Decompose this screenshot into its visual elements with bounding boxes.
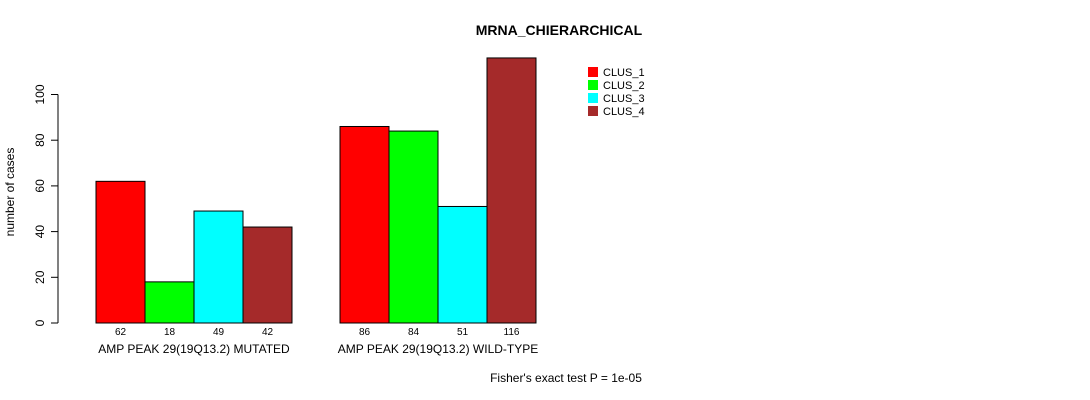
bar-clus-4-wild-type <box>486 57 537 324</box>
bar-clus-2-mutated <box>144 281 195 324</box>
count-label: 116 <box>504 327 520 338</box>
count-label: 62 <box>115 327 127 338</box>
y-tick-label: 60 <box>33 179 47 193</box>
legend-label: CLUS_3 <box>603 93 645 105</box>
category-label: AMP PEAK 29(19Q13.2) MUTATED <box>98 342 290 356</box>
bar-clus-1-mutated <box>95 180 146 324</box>
count-label: 18 <box>164 327 176 338</box>
bar-clus-3-wild-type <box>437 205 488 324</box>
y-tick-label: 0 <box>33 319 47 326</box>
legend-swatch <box>588 80 598 90</box>
legend-label: CLUS_4 <box>603 106 645 118</box>
count-label: 49 <box>213 327 225 338</box>
y-axis: 0 20 40 60 80 100 <box>33 84 59 326</box>
legend-label: CLUS_2 <box>603 80 645 92</box>
chart-title: MRNA_CHIERARCHICAL <box>476 22 643 38</box>
count-label: 51 <box>457 327 469 338</box>
y-axis-label: number of cases <box>3 148 17 237</box>
y-tick-label: 80 <box>33 133 47 147</box>
count-label: 86 <box>359 327 371 338</box>
bar-clus-2-wild-type <box>388 130 439 324</box>
bar-clus-3-mutated <box>193 210 244 324</box>
count-label: 42 <box>262 327 274 338</box>
category-label: AMP PEAK 29(19Q13.2) WILD-TYPE <box>338 342 539 356</box>
bar-group <box>95 57 537 324</box>
bar-clus-4-mutated <box>242 226 293 324</box>
count-label-group: 62 18 49 42 86 84 51 116 <box>115 327 520 338</box>
fisher-test-annotation: Fisher's exact test P = 1e-05 <box>490 371 642 385</box>
legend-swatch <box>588 106 598 116</box>
y-tick-label: 40 <box>33 225 47 239</box>
y-tick-label: 100 <box>33 84 47 104</box>
legend-swatch <box>588 67 598 77</box>
count-label: 84 <box>408 327 420 338</box>
bar-clus-1-wild-type <box>339 125 390 324</box>
legend-swatch <box>588 93 598 103</box>
y-tick-label: 20 <box>33 270 47 284</box>
category-label-group: AMP PEAK 29(19Q13.2) MUTATED AMP PEAK 29(… <box>98 342 538 356</box>
legend-label: CLUS_1 <box>603 67 645 79</box>
